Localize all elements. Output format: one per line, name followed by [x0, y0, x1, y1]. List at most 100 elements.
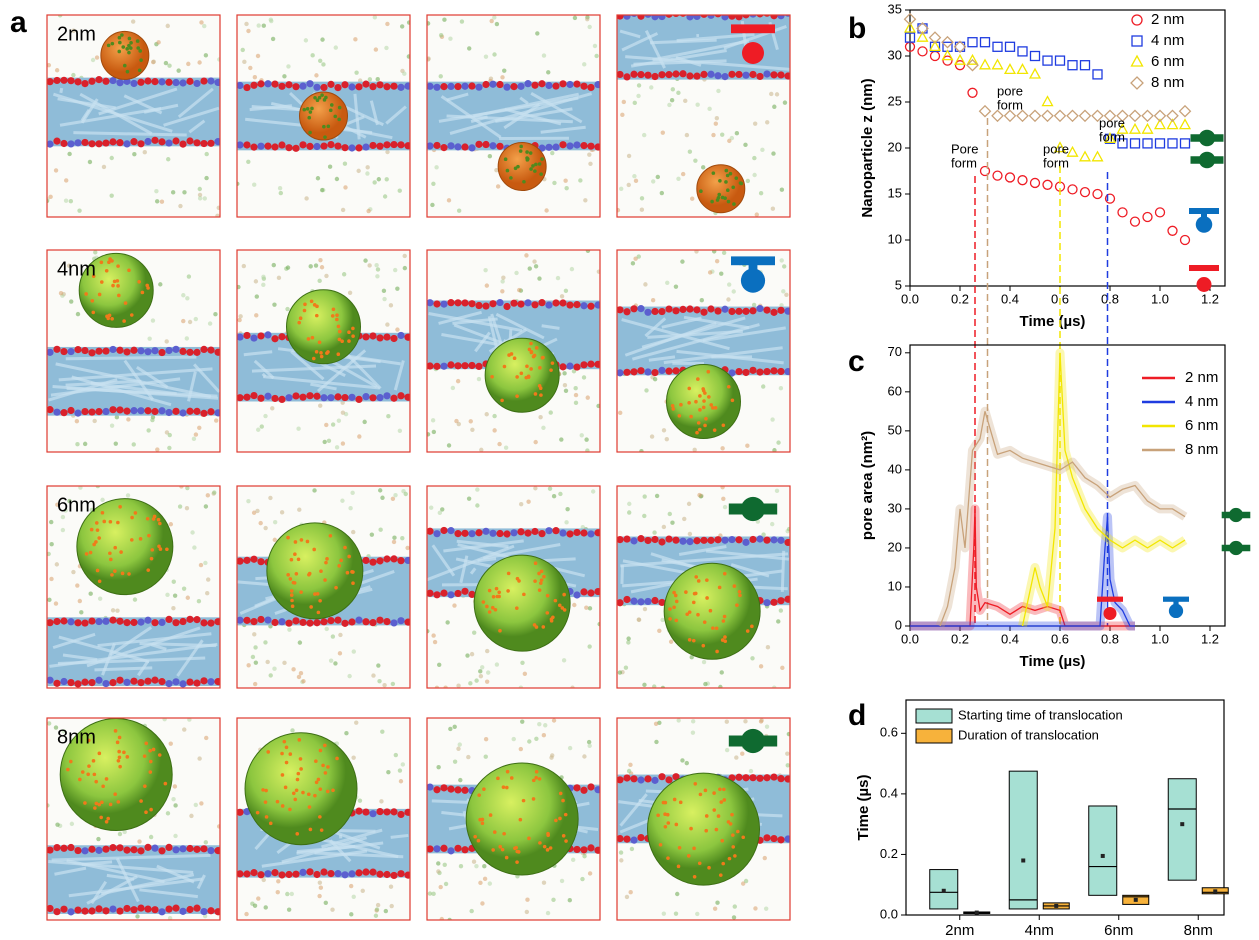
- ligand: [112, 279, 117, 284]
- water-bead: [373, 47, 379, 52]
- water-bead: [276, 879, 281, 884]
- marker: [1154, 207, 1166, 218]
- lipid-head: [116, 844, 124, 852]
- ligand: [97, 536, 101, 540]
- water-bead: [193, 432, 199, 437]
- ligand: [313, 96, 317, 100]
- lipid-head: [784, 595, 790, 603]
- lipid-head: [109, 345, 117, 354]
- ligand: [127, 50, 131, 55]
- lipid-tail: [139, 888, 199, 899]
- lipid-head: [566, 80, 574, 89]
- water-bead: [520, 660, 525, 665]
- ligand: [689, 414, 693, 419]
- lipid-head: [102, 679, 110, 688]
- ligand: [515, 849, 520, 854]
- lipid-head: [623, 15, 631, 20]
- ligand: [133, 511, 138, 515]
- lipid-head: [644, 368, 652, 376]
- ligand: [137, 68, 142, 73]
- ligand: [305, 107, 310, 111]
- lipid-head: [299, 141, 307, 149]
- lipid-head: [447, 847, 455, 855]
- ligand: [534, 769, 539, 774]
- water-bead: [182, 190, 187, 195]
- lipid-tail: [187, 371, 197, 402]
- ligand: [92, 772, 97, 777]
- ligand: [299, 538, 304, 542]
- lipid-head: [74, 409, 82, 417]
- lipid-head: [60, 409, 68, 417]
- lipid-head: [686, 72, 694, 80]
- ligand: [722, 787, 726, 792]
- water-bead: [430, 202, 435, 208]
- ligand: [337, 117, 341, 122]
- water-bead: [317, 278, 322, 284]
- water-bead: [580, 876, 585, 882]
- water-bead: [478, 669, 483, 674]
- water-bead: [541, 425, 546, 430]
- icon: [742, 42, 764, 64]
- marker: [1079, 60, 1091, 71]
- marker: [1029, 50, 1041, 62]
- lipid-tail: [620, 552, 789, 568]
- snapshot: [617, 718, 790, 920]
- snapshot: [617, 15, 790, 217]
- lipid-head: [292, 870, 300, 878]
- lipid-head: [278, 333, 286, 341]
- water-bead: [204, 151, 209, 157]
- water-bead: [74, 418, 80, 424]
- ligand: [696, 612, 700, 617]
- water-bead: [474, 863, 479, 869]
- snapshot-frame: [46, 249, 221, 453]
- marker: [1167, 225, 1178, 236]
- lipid-head: [594, 301, 600, 309]
- ligand: [722, 798, 727, 802]
- ligand: [319, 351, 323, 355]
- lipid-head: [172, 407, 180, 415]
- water-bead: [397, 428, 403, 433]
- lipid-head: [489, 300, 497, 308]
- lipid-tail: [65, 355, 197, 361]
- lipid-head: [250, 617, 258, 626]
- lipid-head: [784, 538, 790, 547]
- ligand: [87, 764, 91, 768]
- lipid-head: [496, 142, 504, 150]
- ligand: [333, 114, 338, 119]
- lipid-head: [461, 786, 469, 794]
- ligand: [94, 540, 98, 544]
- lipid-head: [144, 137, 152, 146]
- lipid-head: [454, 589, 462, 598]
- water-bead: [569, 266, 575, 272]
- lipid-head: [454, 530, 462, 538]
- ligand: [110, 41, 115, 46]
- water-bead: [636, 83, 642, 88]
- water-bead: [278, 190, 284, 196]
- ligand: [351, 570, 355, 574]
- water-bead: [100, 497, 105, 503]
- lipid-head: [250, 391, 258, 400]
- lipid-head: [313, 870, 321, 879]
- water-bead: [445, 620, 450, 625]
- lipid-head: [207, 77, 215, 85]
- water-bead: [395, 327, 400, 332]
- lipid-tail: [393, 360, 405, 391]
- water-bead: [432, 639, 438, 645]
- nanoparticle: [473, 554, 571, 652]
- box-mean: [1054, 903, 1059, 908]
- water-bead: [551, 493, 557, 499]
- lipid-head: [264, 331, 272, 339]
- lipid-head: [552, 299, 560, 307]
- lipid-head: [193, 139, 201, 147]
- marker: [954, 60, 966, 71]
- icon: [748, 263, 758, 274]
- water-bead: [268, 495, 273, 501]
- water-bead: [500, 75, 505, 80]
- water-bead: [150, 417, 155, 423]
- ligand: [144, 741, 149, 746]
- lipid-tail: [261, 849, 368, 868]
- lipid-head: [285, 394, 293, 402]
- water-bead: [743, 878, 749, 884]
- ligand: [129, 313, 134, 317]
- water-bead: [268, 673, 273, 678]
